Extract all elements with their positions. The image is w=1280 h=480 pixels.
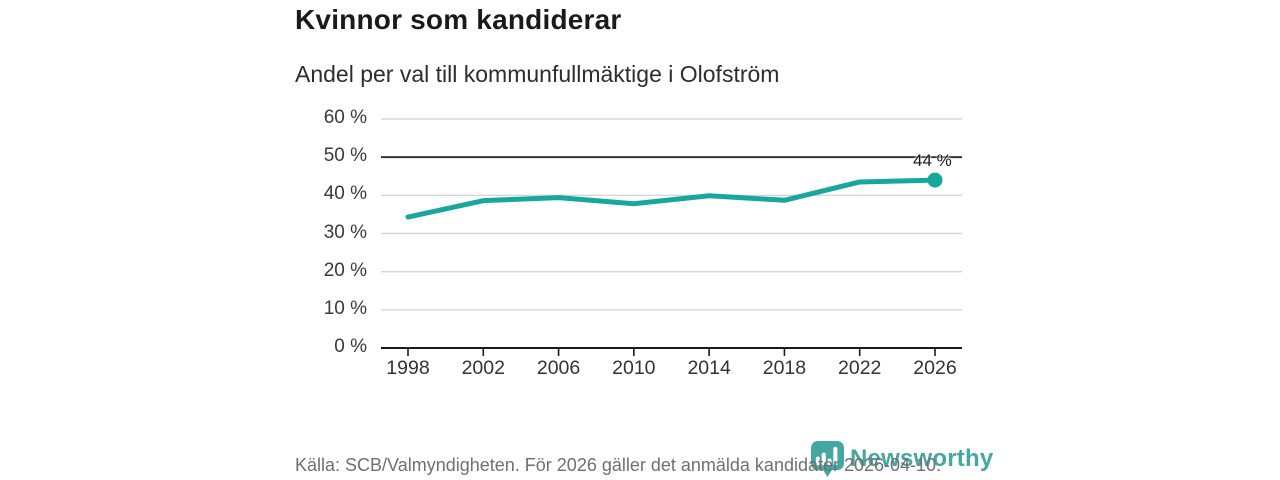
x-axis-tick-label: 2018 xyxy=(762,357,807,379)
x-axis-tick-label: 2010 xyxy=(612,357,656,379)
y-axis-tick-label: 40 % xyxy=(323,183,367,205)
x-axis-tick-label: 2022 xyxy=(838,357,882,379)
y-axis-tick-label: 20 % xyxy=(323,259,367,281)
y-axis-tick-label: 0 % xyxy=(334,336,367,357)
page-title: Kvinnor som kandiderar xyxy=(295,4,622,35)
newsworthy-wordmark: Newsworthy xyxy=(850,445,994,472)
x-axis-tick-label: 2014 xyxy=(687,357,731,379)
y-axis-tick-label: 50 % xyxy=(323,145,367,167)
y-axis-tick-label: 10 % xyxy=(323,297,367,319)
x-axis-tick-label: 1998 xyxy=(386,357,430,379)
newsworthy-pin-bar-chart-icon xyxy=(810,441,845,477)
newsworthy-logo: Newsworthy xyxy=(810,440,993,478)
chart-svg xyxy=(381,118,962,356)
chart-subtitle: Andel per val till kommunfullmäktige i O… xyxy=(295,61,780,87)
x-axis-tick-label: 2006 xyxy=(536,357,581,379)
last-value-annotation: 44 % xyxy=(913,151,952,171)
y-axis-tick-label: 60 % xyxy=(323,107,367,128)
y-axis-tick-label: 30 % xyxy=(323,221,367,243)
source-note: Källa: SCB/Valmyndigheten. För 2026 gäll… xyxy=(295,455,942,475)
y-axis-labels: 0 % 10 % 20 % 30 % 40 % 50 % 60 % xyxy=(295,0,367,400)
x-axis-tick-label: 2026 xyxy=(913,357,957,379)
x-axis-tick-label: 2002 xyxy=(461,357,505,379)
